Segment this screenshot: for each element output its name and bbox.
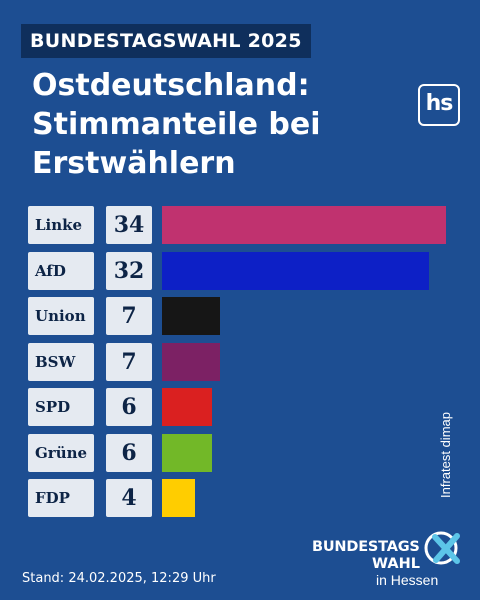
value-label: 7	[106, 342, 152, 381]
source-label: Infratest dimap	[438, 412, 453, 498]
event-logo-line-2: WAHL	[372, 556, 420, 572]
bar-row: Linke 34	[28, 206, 448, 244]
chart-title: Ostdeutschland: Stimmanteile bei Erstwäh…	[32, 66, 392, 183]
value-label: 6	[106, 433, 152, 472]
bar	[162, 206, 446, 244]
event-logo-line-3: in Hessen	[376, 572, 439, 588]
bar	[162, 433, 212, 472]
bar-row: Grüne 6	[28, 433, 448, 472]
bar	[162, 342, 220, 381]
bar-row: FDP 4	[28, 479, 448, 517]
timestamp: Stand: 24.02.2025, 12:29 Uhr	[22, 571, 216, 586]
category-label: BSW	[28, 342, 94, 381]
title-line-2: Stimmanteile bei	[32, 107, 321, 142]
bar-row: BSW 7	[28, 342, 448, 381]
bar	[162, 251, 429, 290]
category-label: Union	[28, 297, 94, 335]
category-label: FDP	[28, 479, 94, 517]
event-logo-line-1: BUNDESTAGS	[312, 539, 420, 555]
bar	[162, 479, 195, 517]
bar-row: AfD 32	[28, 251, 448, 290]
category-label: SPD	[28, 388, 94, 426]
bar-row: SPD 6	[28, 388, 448, 426]
value-label: 32	[106, 251, 152, 290]
election-badge: BUNDESTAGSWAHL 2025	[21, 24, 311, 58]
title-line-3: Erstwählern	[32, 146, 236, 181]
bar-row: Union 7	[28, 297, 448, 335]
value-label: 7	[106, 297, 152, 335]
value-label: 34	[106, 206, 152, 244]
title-line-1: Ostdeutschland:	[32, 68, 310, 103]
value-label: 4	[106, 479, 152, 517]
category-label: Grüne	[28, 433, 94, 472]
bar	[162, 388, 212, 426]
hs-logo: hs	[418, 84, 460, 126]
bundestagswahl-hessen-logo: BUNDESTAGS WAHL in Hessen	[312, 526, 470, 592]
x-mark-icon	[424, 531, 460, 565]
category-label: AfD	[28, 251, 94, 290]
bar	[162, 297, 220, 335]
value-label: 6	[106, 388, 152, 426]
category-label: Linke	[28, 206, 94, 244]
